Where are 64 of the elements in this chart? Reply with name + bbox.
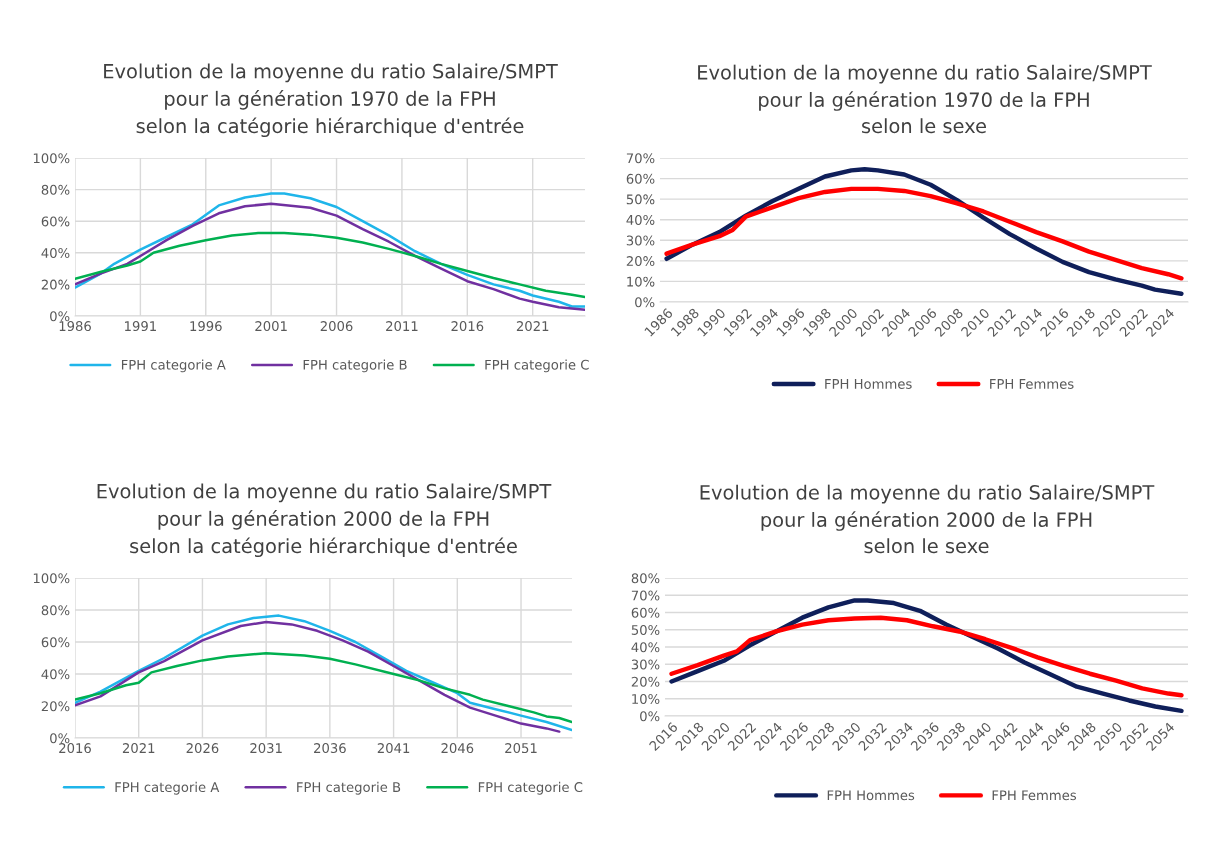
y-tick-label: 100% bbox=[33, 573, 70, 584]
x-tick-label: 2031 bbox=[250, 743, 282, 754]
y-tick-label: 40% bbox=[41, 248, 70, 258]
x-tick-label: 2021 bbox=[122, 743, 155, 754]
y-tick-label: 80% bbox=[41, 605, 70, 616]
x-tick-label: 2046 bbox=[441, 743, 474, 754]
y-tick-label: 20% bbox=[631, 676, 660, 687]
y-tick-label: 40% bbox=[626, 214, 655, 225]
line-series bbox=[75, 231, 585, 299]
line-series bbox=[664, 186, 1184, 281]
y-tick-label: 50% bbox=[631, 624, 660, 635]
legend-label: FPH categorie B bbox=[297, 781, 401, 795]
legend-label: FPH Femmes bbox=[992, 790, 1077, 801]
y-tick-label: 60% bbox=[626, 173, 655, 184]
y-tick-label: 60% bbox=[41, 216, 70, 227]
legend-label: FPH Hommes bbox=[827, 790, 915, 801]
legend-label: FPH categorie C bbox=[485, 359, 589, 373]
x-tick-label: 2026 bbox=[186, 743, 219, 754]
legend-label: FPH categorie B bbox=[303, 359, 407, 373]
legend-label: FPH categorie A bbox=[121, 359, 226, 373]
y-tick-label: 30% bbox=[631, 659, 660, 670]
x-tick-label: 1991 bbox=[125, 321, 156, 332]
y-tick-label: 80% bbox=[631, 573, 660, 584]
x-tick-label: 2021 bbox=[516, 321, 549, 332]
y-tick-label: 20% bbox=[41, 701, 70, 712]
y-tick-label: 60% bbox=[631, 607, 660, 618]
x-tick-label: 2006 bbox=[320, 321, 353, 332]
legend-label: FPH Hommes bbox=[825, 379, 912, 389]
y-tick-label: 50% bbox=[626, 194, 655, 205]
y-tick-label: 100% bbox=[33, 153, 70, 164]
legend-label: FPH categorie C bbox=[478, 781, 583, 795]
x-tick-label: 2036 bbox=[314, 743, 346, 754]
chart-title: Evolution de la moyenne du ratio Salaire/SMPT pour la génération 1970 de la FPH selon la catégorie hiérarchique d'entrée bbox=[104, 63, 558, 138]
x-tick-label: 2041 bbox=[377, 743, 410, 754]
legend-label: FPH categorie A bbox=[115, 781, 220, 795]
line-series bbox=[669, 598, 1184, 714]
chart-title: Evolution de la moyenne du ratio Salaire/SMPT pour la génération 2000 de la FPH selon la catégorie hiérarchique d'entrée bbox=[97, 483, 552, 558]
y-tick-label: 0% bbox=[50, 311, 70, 322]
x-tick-label: 2016 bbox=[59, 743, 91, 754]
y-tick-label: 80% bbox=[41, 184, 70, 195]
x-tick-label: 1986 bbox=[59, 321, 91, 332]
y-tick-label: 0% bbox=[640, 711, 660, 722]
y-tick-label: 10% bbox=[627, 276, 655, 287]
x-tick-label: 2011 bbox=[386, 321, 418, 332]
y-tick-label: 10% bbox=[632, 693, 660, 704]
x-tick-label: 2001 bbox=[255, 321, 287, 332]
x-tick-label: 2016 bbox=[451, 321, 484, 332]
y-tick-label: 70% bbox=[626, 153, 655, 164]
y-tick-label: 20% bbox=[41, 279, 70, 290]
y-tick-label: 0% bbox=[635, 297, 655, 308]
y-tick-label: 20% bbox=[626, 256, 655, 267]
chart-title: Evolution de la moyenne du ratio Salaire/SMPT pour la génération 1970 de la FPH selon le sexe bbox=[698, 64, 1152, 134]
chart-title: Evolution de la moyenne du ratio Salaire/SMPT pour la génération 2000 de la FPH selon le sexe bbox=[700, 484, 1155, 554]
x-tick-label: 2051 bbox=[505, 743, 537, 754]
y-tick-label: 60% bbox=[41, 637, 70, 648]
y-tick-label: 0% bbox=[50, 733, 70, 744]
y-tick-label: 40% bbox=[631, 642, 660, 653]
y-tick-label: 70% bbox=[631, 590, 660, 601]
y-tick-label: 40% bbox=[41, 669, 70, 680]
line-series bbox=[75, 651, 572, 724]
legend-label: FPH Femmes bbox=[990, 379, 1074, 389]
line-series bbox=[669, 615, 1184, 698]
x-tick-label: 1996 bbox=[190, 321, 222, 332]
y-tick-label: 30% bbox=[626, 235, 655, 246]
